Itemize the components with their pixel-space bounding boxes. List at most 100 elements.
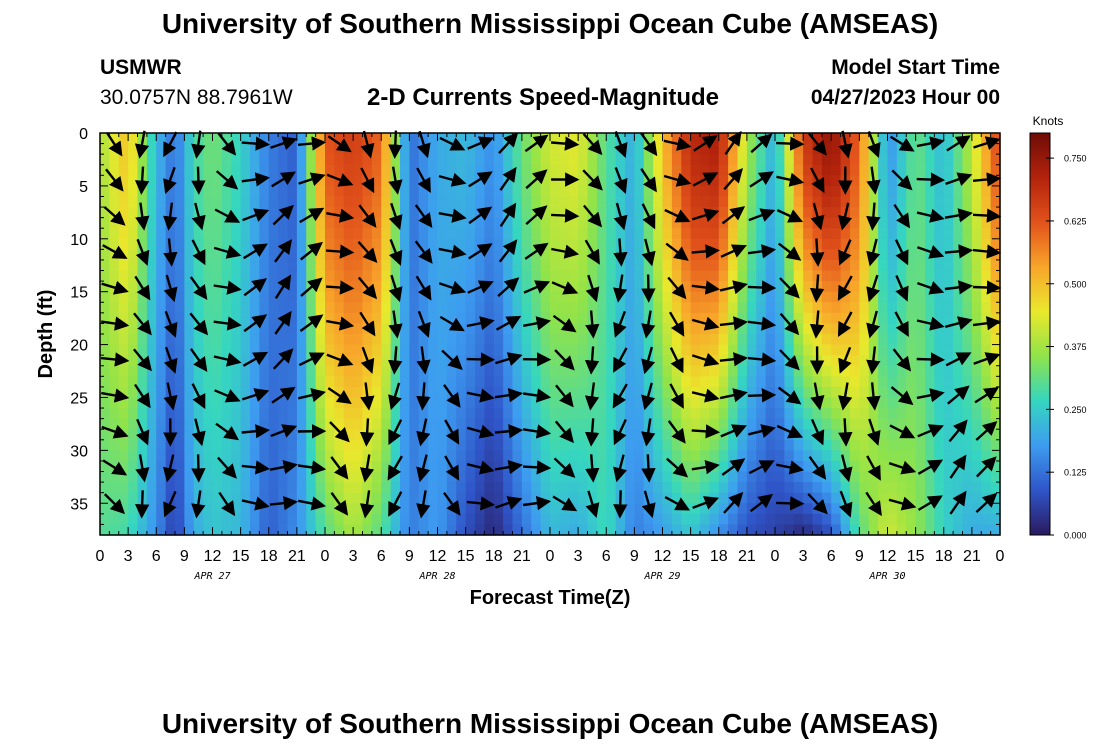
heat-cell — [334, 228, 345, 240]
heat-cell — [175, 408, 185, 420]
heat-cell — [475, 185, 485, 198]
heat-cell — [156, 164, 167, 176]
heat-cell — [700, 439, 710, 451]
heat-cell — [653, 175, 664, 187]
heat-cell — [212, 154, 223, 166]
heat-cell — [418, 133, 429, 145]
heat-cell — [887, 503, 898, 515]
heat-cell — [821, 270, 832, 282]
current-vector — [975, 420, 998, 441]
heat-cell — [718, 323, 729, 335]
current-vector — [388, 346, 403, 375]
heat-cell — [718, 228, 729, 240]
heat-cell — [662, 365, 673, 377]
heat-cell — [193, 408, 204, 420]
heat-cell — [953, 291, 964, 303]
heat-cell — [850, 133, 860, 145]
current-vector — [415, 275, 432, 301]
heat-cell — [146, 228, 157, 240]
current-vector — [585, 310, 600, 339]
heat-cell — [765, 376, 776, 388]
heat-cell — [203, 281, 214, 293]
current-vector — [641, 490, 656, 519]
heat-cell — [540, 249, 551, 261]
heat-cell — [831, 513, 842, 526]
heat-cell — [859, 503, 870, 515]
heat-cell — [962, 196, 973, 208]
heat-cell — [381, 291, 392, 303]
heat-cell — [775, 323, 785, 335]
heat-cell — [615, 450, 626, 462]
heat-cell — [137, 228, 148, 240]
heat-cell — [981, 270, 992, 282]
heat-cell — [184, 207, 195, 219]
heat-cell — [756, 238, 767, 250]
heat-cell — [343, 228, 354, 240]
heat-cell — [700, 302, 710, 314]
y-tick-label: 20 — [70, 338, 88, 355]
heat-cell — [550, 471, 560, 483]
current-vector — [641, 454, 656, 483]
heat-cell — [634, 238, 645, 250]
heat-cell — [250, 513, 260, 526]
heat-cell — [681, 418, 692, 430]
heat-cell — [831, 238, 842, 250]
heat-cell — [231, 397, 242, 409]
heat-cell — [728, 154, 739, 166]
current-vector — [468, 171, 493, 188]
heat-cell — [709, 365, 720, 377]
x-tick-label: 0 — [996, 548, 1005, 565]
heat-cell — [146, 334, 157, 346]
heat-cell — [306, 164, 317, 176]
current-vector — [132, 348, 152, 372]
heat-cell — [437, 503, 448, 515]
heat-cell — [268, 471, 279, 483]
x-tick-label: 21 — [513, 548, 531, 565]
heat-cell — [231, 302, 242, 314]
heat-cell — [962, 450, 973, 462]
current-vector — [916, 281, 945, 295]
heat-cell — [746, 249, 757, 261]
heat-cell — [953, 217, 964, 229]
current-vector — [499, 166, 517, 191]
current-vector — [388, 419, 403, 446]
heat-cell — [315, 482, 326, 494]
heat-cell — [512, 344, 523, 356]
current-vector — [719, 388, 748, 403]
x-axis: 0 3 6 9 12 15 18 21 0 3 6 9 12 15 18 21 0 3 6 9 12 15 18 21 0 3 6 9… — [96, 133, 1005, 582]
heat-cell — [596, 482, 607, 494]
heat-cell — [325, 429, 335, 441]
current-vector — [297, 460, 327, 475]
heat-cell — [203, 344, 214, 356]
heat-cell — [690, 228, 701, 240]
heat-cell — [240, 450, 251, 462]
heat-cell — [240, 143, 251, 155]
heat-cell — [971, 376, 982, 388]
heat-cell — [596, 460, 607, 473]
heat-cell — [203, 503, 214, 515]
current-vector — [866, 382, 881, 411]
heat-cell — [868, 228, 879, 240]
heat-cell — [737, 249, 748, 261]
heat-cell — [109, 133, 120, 145]
heat-cell — [840, 133, 851, 145]
heat-cell — [118, 207, 129, 219]
heat-cell — [250, 270, 260, 282]
current-vector — [917, 459, 944, 475]
heat-cell — [596, 238, 607, 250]
heat-cell — [653, 133, 664, 145]
current-vector — [359, 418, 375, 447]
heat-cell — [184, 323, 195, 335]
heat-cell — [681, 270, 692, 282]
heat-cell — [671, 238, 682, 250]
heat-cell — [287, 365, 298, 377]
heat-cell — [231, 312, 242, 325]
heat-cell — [831, 228, 842, 240]
heat-cell — [475, 259, 485, 272]
heat-cell — [578, 154, 589, 166]
heat-cell — [400, 460, 410, 473]
current-vector — [416, 167, 431, 194]
heat-cell — [850, 450, 860, 462]
heat-cell — [343, 503, 354, 515]
heat-cell — [287, 376, 298, 388]
